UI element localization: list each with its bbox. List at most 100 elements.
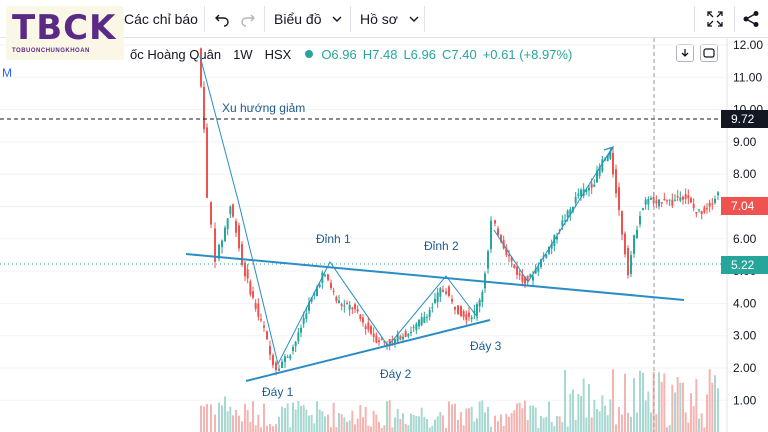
price-axis[interactable]: 12.0011.0010.009.008.007.006.005.004.003…	[733, 38, 763, 407]
candle-body	[695, 212, 698, 214]
volume-bar	[391, 427, 394, 432]
volume-bar	[490, 426, 492, 432]
indicators-button[interactable]: Các chỉ báo	[124, 0, 198, 38]
volume-bar	[627, 413, 629, 432]
volume-bar	[210, 404, 212, 432]
candle-body	[448, 286, 450, 296]
volume-bar	[218, 402, 220, 432]
candle-body	[574, 196, 577, 203]
candle-body	[354, 304, 356, 310]
candle-body	[407, 333, 410, 337]
logo-subtext: TOBUONCHUNGKHOAN	[12, 48, 90, 54]
candle-body	[540, 259, 542, 268]
volume-bar	[524, 400, 526, 432]
support-trendline[interactable]	[245, 319, 491, 382]
candle-body	[609, 151, 612, 159]
candle-body	[650, 198, 652, 200]
candle-body	[687, 195, 690, 199]
volume-bar	[284, 407, 286, 432]
price-tick-label: 11.00	[733, 70, 762, 84]
volume-bar	[569, 393, 572, 432]
profile-menu-button[interactable]: Hồ sơ	[360, 0, 420, 38]
toolbar-divider	[204, 6, 205, 32]
volume-bar	[439, 411, 442, 432]
peak2-label: Đỉnh 2	[424, 239, 459, 253]
toolbar-divider	[424, 6, 425, 32]
volume-bar	[330, 427, 332, 432]
candle-body	[537, 267, 540, 272]
volume-bar	[426, 419, 428, 432]
volume-bar	[272, 426, 274, 432]
fullscreen-button[interactable]	[706, 0, 724, 38]
volume-bar	[671, 384, 674, 432]
volume-bar	[609, 399, 612, 432]
volume-bar	[289, 427, 292, 432]
volume-bar	[598, 411, 601, 432]
volume-bar	[238, 415, 240, 432]
volume-bar	[655, 414, 658, 432]
neckline[interactable]	[185, 253, 685, 301]
candle-body	[332, 290, 335, 292]
volume-bar	[418, 416, 420, 432]
volume-bar	[410, 413, 412, 432]
site-logo: TBCK TOBUONCHUNGKHOAN	[6, 6, 124, 60]
left-edge-fragment: M	[2, 66, 12, 80]
downtrend-label: Xu hướng giảm	[222, 101, 305, 115]
volume-bar	[318, 409, 321, 432]
candle-body	[462, 311, 465, 318]
undo-button[interactable]	[214, 0, 230, 38]
candle-body	[394, 339, 396, 344]
level-price-tag	[721, 256, 768, 274]
candle-body	[356, 309, 359, 312]
candle-body	[476, 304, 478, 316]
candle-body	[442, 289, 444, 292]
candle-body	[284, 356, 286, 362]
candle-body	[473, 310, 476, 314]
candle-body	[529, 274, 532, 278]
candle-body	[378, 340, 380, 343]
candle-body	[451, 299, 453, 302]
volume-bar	[714, 375, 716, 432]
volume-bar	[658, 372, 660, 432]
wave-path[interactable]	[199, 55, 479, 366]
candle-body	[545, 254, 548, 258]
share-button[interactable]	[742, 0, 760, 38]
volume-bar	[294, 409, 297, 432]
volume-bar	[505, 413, 508, 432]
volume-bar	[717, 388, 719, 432]
trough1-label: Đáy 1	[262, 385, 294, 399]
volume-bar	[214, 414, 216, 432]
candle-body	[714, 198, 716, 203]
symbol-name: ốc Hoàng Quân	[130, 46, 222, 62]
volume-bar	[695, 379, 698, 432]
volume-bar	[380, 427, 383, 432]
volume-bar	[585, 417, 588, 432]
candle-body	[235, 221, 237, 233]
candle-body	[388, 339, 391, 345]
volume-bar	[436, 416, 439, 432]
candle-body	[292, 346, 294, 352]
candle-body	[674, 199, 676, 201]
volume-bar	[580, 395, 582, 432]
volume-bar	[468, 408, 470, 432]
candle-body	[203, 86, 205, 130]
candle-body	[526, 275, 529, 281]
candle-body	[577, 193, 580, 197]
interval-label[interactable]: 1W	[233, 46, 253, 62]
candle-body	[410, 331, 412, 334]
price-tick-label: 9.00	[733, 135, 757, 149]
volume-bar	[266, 425, 268, 432]
candle-body	[327, 274, 329, 281]
volume-bar	[442, 415, 444, 432]
breakout-path[interactable]	[493, 147, 613, 283]
candle-body	[566, 210, 569, 217]
candle-body	[402, 336, 404, 340]
candle-body	[644, 199, 647, 205]
chart-menu-button[interactable]: Biểu đồ	[274, 0, 343, 38]
volume-bar	[445, 427, 447, 432]
candle-body	[254, 303, 257, 309]
redo-button[interactable]	[240, 0, 256, 38]
candle-body	[232, 204, 234, 217]
volume-bar	[636, 412, 638, 432]
